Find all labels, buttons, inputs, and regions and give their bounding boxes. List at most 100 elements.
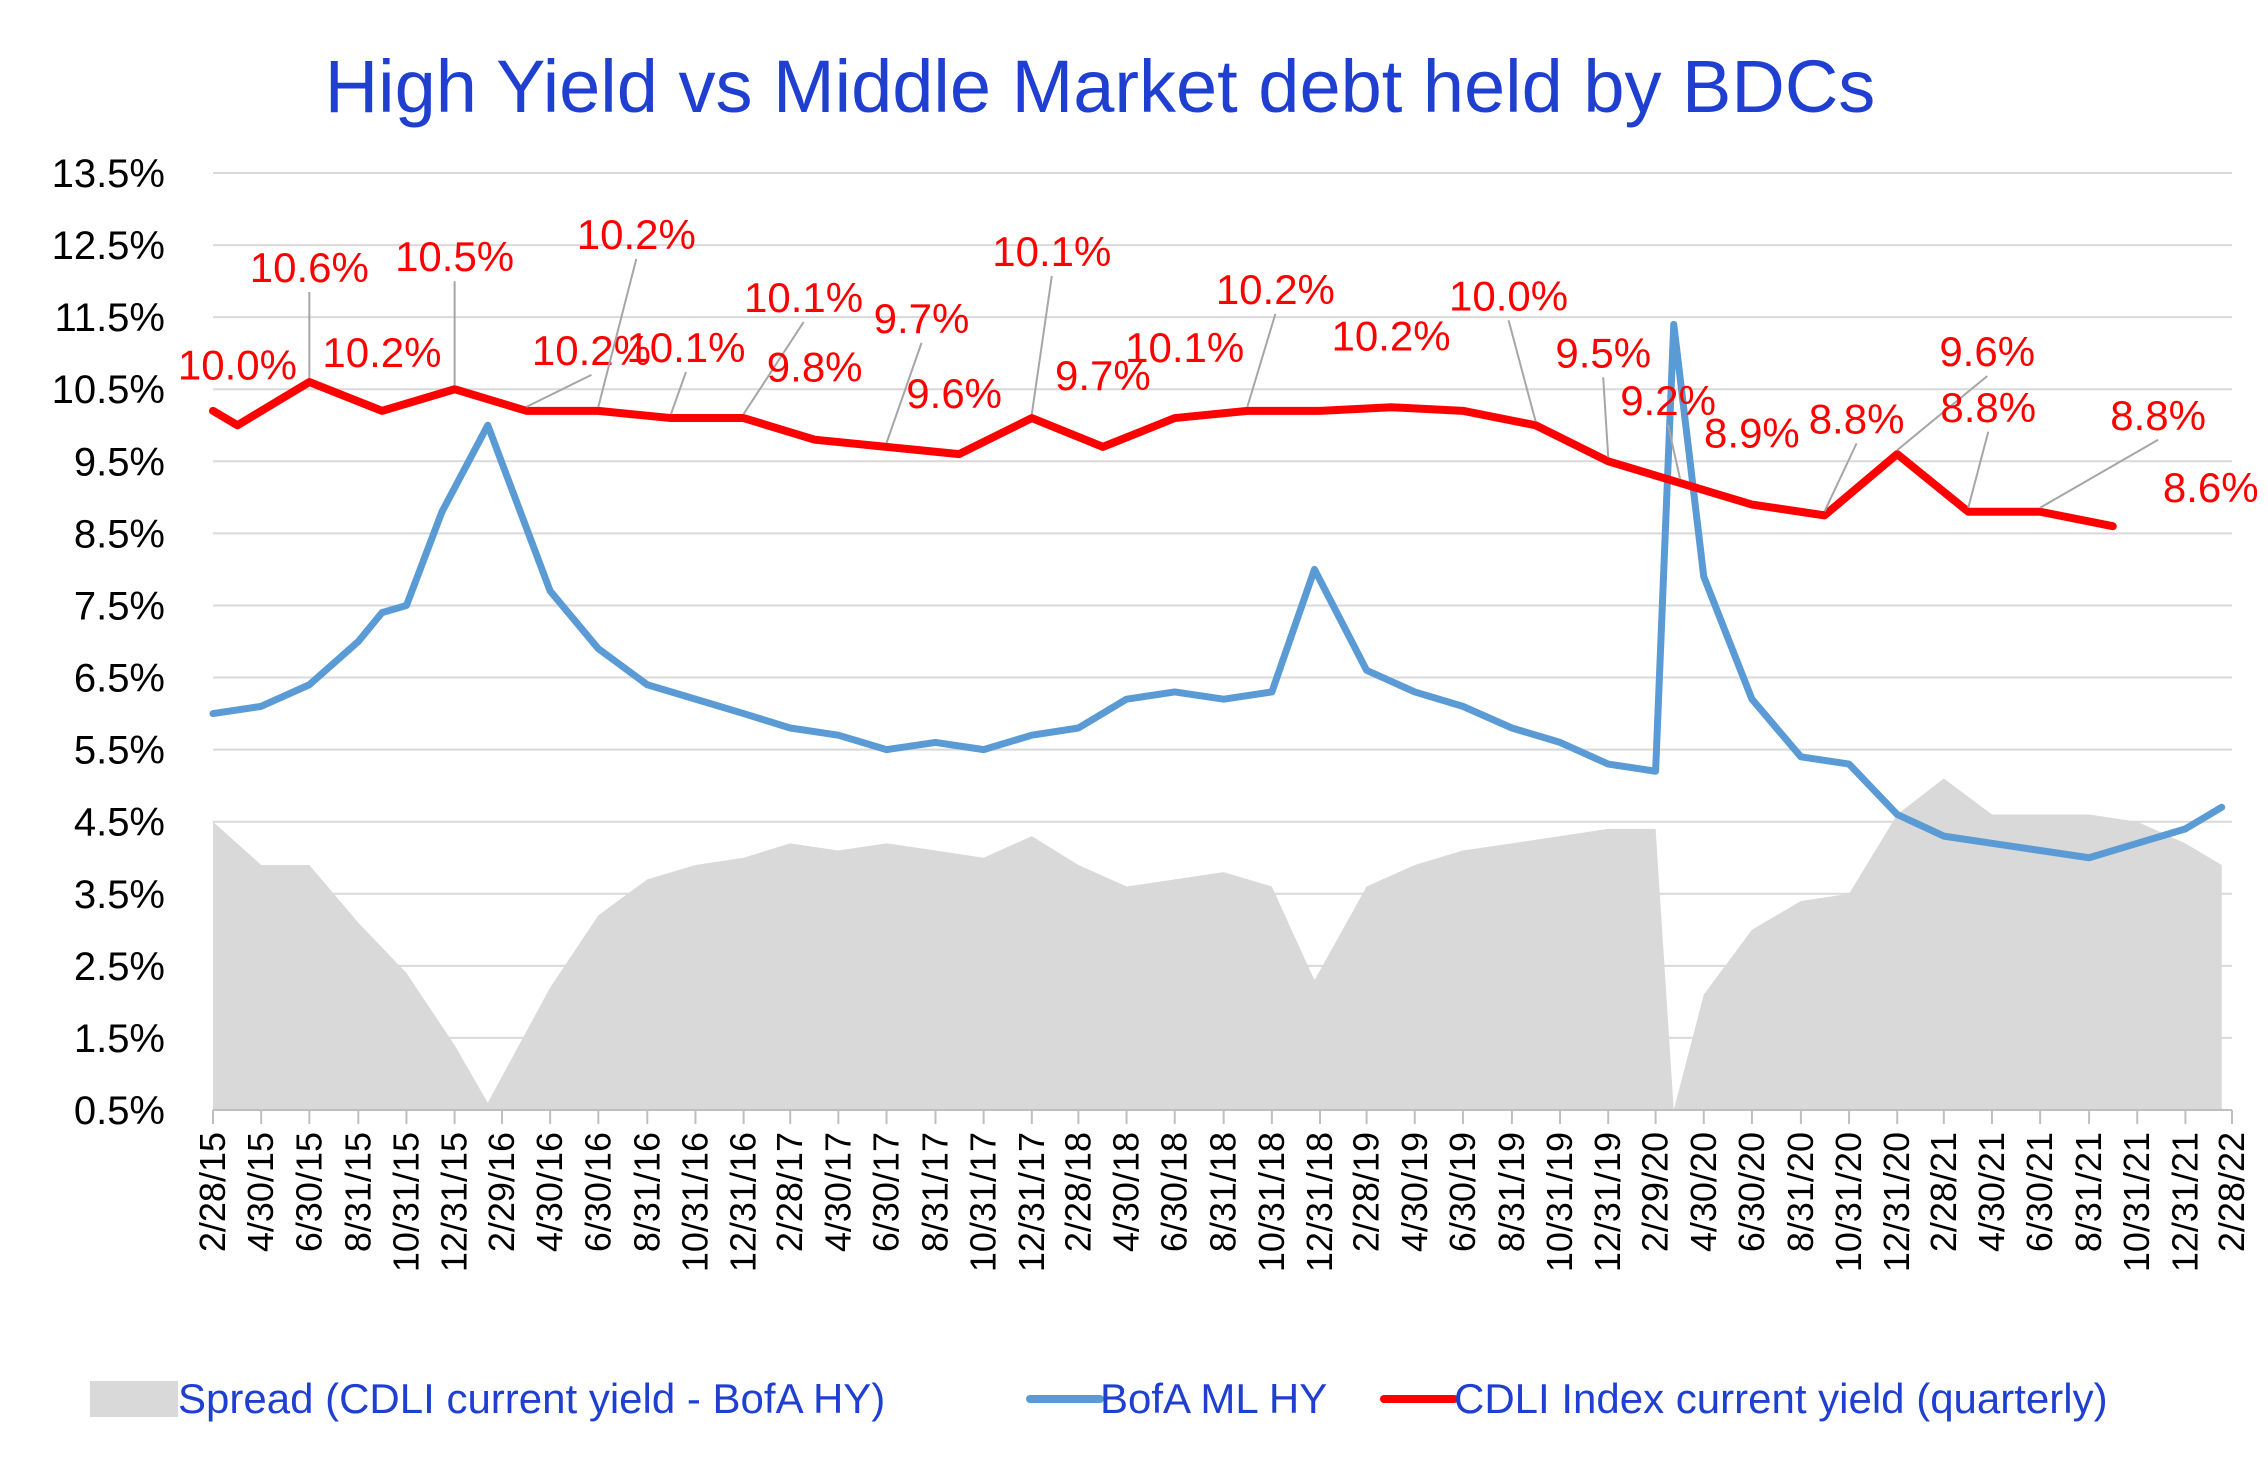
- data-label: 8.9%: [1704, 410, 1800, 457]
- spread-area-layer: [213, 778, 2222, 1110]
- data-label: 10.2%: [1216, 266, 1335, 313]
- data-label: 10.0%: [1449, 272, 1568, 319]
- data-label: 8.8%: [1940, 384, 2036, 431]
- data-label-leader: [1967, 431, 1990, 509]
- x-tick-label: 8/31/20: [1780, 1132, 1821, 1252]
- data-label: 10.2%: [1332, 312, 1451, 359]
- y-axis: 13.5% 12.5% 11.5% 10.5% 9.5% 8.5% 7.5% 6.5% 5.5%…: [52, 152, 165, 1133]
- x-tick-label: 12/31/16: [723, 1132, 764, 1272]
- x-tick-label: 2/28/21: [1923, 1132, 1964, 1252]
- y-tick-label: 8.5%: [74, 512, 165, 556]
- data-label-leader: [526, 373, 592, 408]
- x-tick-label: 8/31/17: [914, 1132, 955, 1252]
- data-label: 9.7%: [1055, 352, 1151, 399]
- x-tick-label: 6/30/20: [1731, 1132, 1772, 1252]
- x-tick-label: 6/30/17: [866, 1132, 907, 1252]
- data-label-leader: [1507, 320, 1537, 422]
- y-tick-label: 0.5%: [74, 1089, 165, 1133]
- x-tick-label: 6/30/18: [1154, 1132, 1195, 1252]
- x-tick-label: 10/31/21: [2116, 1132, 2157, 1272]
- data-label-leader: [1246, 313, 1277, 408]
- data-label: 9.8%: [767, 344, 863, 391]
- data-label: 9.6%: [906, 370, 1002, 417]
- data-label-leader: [1030, 275, 1053, 415]
- x-tick-label: 4/30/17: [817, 1132, 858, 1252]
- x-tick-label: 4/30/18: [1106, 1132, 1147, 1252]
- x-tick-label: 10/31/18: [1251, 1132, 1292, 1272]
- bofa-line-layer: [209, 320, 2226, 862]
- x-tick-label: 6/30/15: [288, 1132, 329, 1252]
- x-tick-label: 10/31/16: [674, 1132, 715, 1272]
- y-tick-label: 6.5%: [74, 657, 165, 701]
- x-tick-label: 8/31/19: [1491, 1132, 1532, 1252]
- y-tick-label: 11.5%: [55, 296, 165, 340]
- legend-label: BofA ML HY: [1100, 1375, 1327, 1422]
- data-label: 8.8%: [2110, 392, 2206, 439]
- x-tick-label: 6/30/21: [2019, 1132, 2060, 1252]
- x-tick-label: 10/31/15: [385, 1132, 426, 1272]
- x-tick-label: 2/28/15: [192, 1132, 233, 1252]
- cdli-index-line: [209, 378, 2117, 531]
- x-tick-label: 12/31/21: [2164, 1132, 2205, 1272]
- data-label: 10.5%: [395, 233, 514, 280]
- data-label: 10.1%: [1125, 324, 1244, 371]
- x-tick-label: 12/31/20: [1876, 1132, 1917, 1272]
- bofa-ml-hy-line: [209, 320, 2226, 862]
- data-label-leader: [670, 371, 687, 415]
- legend-swatch-area: [90, 1381, 178, 1417]
- x-tick-label: 12/31/18: [1299, 1132, 1340, 1272]
- y-tick-label: 12.5%: [52, 224, 165, 268]
- x-tick-label: 2/28/17: [769, 1132, 810, 1252]
- x-tick-label: 4/30/16: [529, 1132, 570, 1252]
- data-label-leader: [1823, 442, 1858, 512]
- x-tick-label: 4/30/19: [1394, 1132, 1435, 1252]
- data-label-leader: [1667, 424, 1682, 480]
- data-label: 9.5%: [1555, 329, 1651, 376]
- data-label: 10.1%: [992, 228, 1111, 275]
- data-label-leader: [2039, 438, 2159, 509]
- x-tick-label: 4/30/15: [240, 1132, 281, 1252]
- y-tick-label: 4.5%: [74, 801, 165, 845]
- data-label: 10.0%: [178, 341, 297, 388]
- x-tick-label: 2/28/18: [1057, 1132, 1098, 1252]
- x-tick-label: 10/31/19: [1539, 1132, 1580, 1272]
- spread-area: [213, 778, 2222, 1110]
- legend: Spread (CDLI current yield - BofA HY) Bof…: [90, 1375, 2108, 1422]
- data-label-leader: [1896, 375, 1988, 451]
- y-tick-label: 7.5%: [74, 584, 165, 628]
- data-label: 10.2%: [577, 211, 696, 258]
- legend-label: CDLI Index current yield (quarterly): [1454, 1375, 2108, 1422]
- x-tick-label: 10/31/20: [1828, 1132, 1869, 1272]
- y-tick-label: 13.5%: [52, 152, 165, 196]
- y-tick-label: 2.5%: [74, 945, 165, 989]
- data-label-leader: [885, 342, 923, 444]
- chart-title: High Yield vs Middle Market debt held by…: [325, 45, 1876, 128]
- x-tick-label: 12/31/17: [1011, 1132, 1052, 1272]
- x-tick-label: 8/31/16: [626, 1132, 667, 1252]
- x-tick-label: 8/31/18: [1203, 1132, 1244, 1252]
- x-tick-label: 2/29/16: [481, 1132, 522, 1252]
- x-tick-label: 8/31/21: [2068, 1132, 2109, 1252]
- x-tick-label: 4/30/21: [1971, 1132, 2012, 1252]
- data-label: 10.2%: [532, 327, 651, 374]
- data-label: 9.6%: [1939, 328, 2035, 375]
- x-tick-label: 4/30/20: [1683, 1132, 1724, 1252]
- data-label: 10.1%: [626, 324, 745, 371]
- y-tick-label: 9.5%: [74, 440, 165, 484]
- data-label: 8.6%: [2163, 464, 2259, 511]
- x-tick-label: 2/28/19: [1346, 1132, 1387, 1252]
- cdli-line-layer: [209, 378, 2117, 531]
- x-tick-label: 2/29/20: [1635, 1132, 1676, 1252]
- data-label-leader: [597, 258, 638, 408]
- data-label-leader: [742, 321, 805, 415]
- x-tick-label: 12/31/15: [434, 1132, 475, 1272]
- x-tick-label: 10/31/17: [963, 1132, 1004, 1272]
- x-tick-label: 12/31/19: [1587, 1132, 1628, 1272]
- x-tick-label: 2/28/22: [2211, 1132, 2252, 1252]
- y-tick-label: 10.5%: [52, 368, 165, 412]
- x-axis: 2/28/15 4/30/15 6/30/15 8/31/15 10/31/15 12/3…: [192, 1109, 2252, 1272]
- data-label: 8.8%: [1809, 395, 1905, 442]
- y-tick-label: 5.5%: [74, 729, 165, 773]
- data-label: 10.2%: [322, 329, 441, 376]
